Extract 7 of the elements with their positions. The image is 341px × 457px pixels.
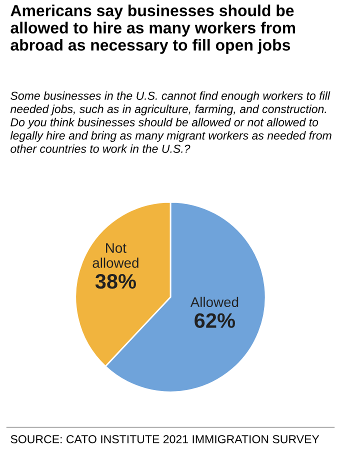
- chart-title: Americans say businesses should be allowed to hire as many workers from abroad as necessary to fill open jobs: [10, 4, 296, 54]
- source-note: SOURCE: CATO INSTITUTE 2021 IMMIGRATION SURVEY: [10, 435, 320, 444]
- data-label: 62%: [194, 313, 235, 328]
- slice-label: Allowed: [190, 296, 238, 308]
- slice-label: Not allowed: [92, 243, 138, 268]
- chart-subtitle: Some businesses in the U.S. cannot find enough workers to fill needed jobs, such as in agriculture, farming, and construction. Do you think businesses should be allowed or not allowed to legally hire and bring as many migrant workers as needed from other countries to work in the U.S.?: [10, 91, 332, 153]
- data-label: 38%: [95, 274, 136, 289]
